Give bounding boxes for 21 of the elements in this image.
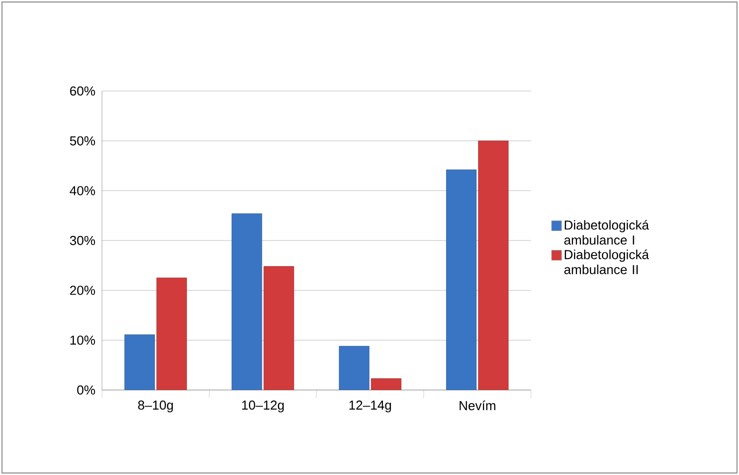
x-tick-label: 12–14g (349, 400, 391, 412)
bar (446, 170, 477, 390)
bar (232, 213, 262, 390)
y-tick-label: 0% (77, 385, 96, 395)
bar (338, 346, 370, 390)
x-tick-label: Nevím (460, 400, 496, 410)
bar (478, 140, 509, 390)
y-tick-label: 60% (70, 86, 96, 96)
y-tick-label: 30% (70, 236, 96, 246)
y-tick-label: 40% (70, 186, 96, 196)
y-tick-label: 10% (70, 336, 96, 345)
y-tick-label: 20% (70, 286, 96, 295)
x-tick-label: 8–10g (138, 400, 173, 412)
bar (156, 278, 187, 390)
y-tick-label: 50% (70, 136, 96, 146)
bar (264, 266, 294, 390)
x-tick-label: 10–12g (242, 400, 284, 412)
bar (371, 378, 402, 390)
bar (124, 334, 155, 390)
legend-label: Diabetologická ambulance II (564, 250, 650, 274)
legend-label: Diabetologická ambulance I (564, 220, 650, 245)
